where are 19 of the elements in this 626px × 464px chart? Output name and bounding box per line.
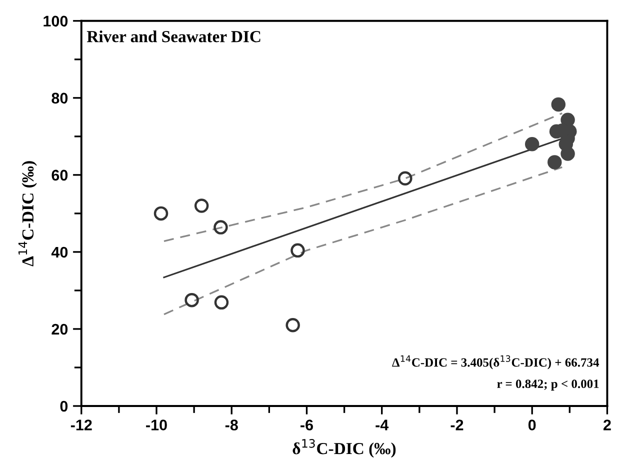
y-tick-label: 80 [52,92,68,104]
x-tick-label: 2 [604,420,611,430]
y-tick-label: 20 [52,324,68,335]
y-tick-label: 100 [44,16,68,27]
y-tick-label: 0 [60,400,68,412]
chart-title: River and Seawater DIC [86,30,260,42]
x-tick-label: -6 [300,420,313,430]
y-tick-label: 40 [51,246,68,258]
annotation: Δ$^{14}$C-DIC = 3.405(δ$^{13}$C-DIC) + 66.734 [392,355,600,370]
y-tick-label: 60 [52,170,68,181]
x-tick-label: -4 [376,420,389,430]
x-tick-label: -2 [450,420,464,430]
y-axis-title: Δ$^{14}$C-DIC (‰) [18,161,37,266]
annotation: r = 0.842; p < 0.001 [497,380,599,391]
x-tick-label: -8 [225,420,238,430]
x-tick-label: -12 [70,420,92,430]
x-axis-title: δ$^{13}$C-DIC (‰) [292,438,396,458]
x-tick-label: -10 [146,420,167,430]
x-tick-label: 0 [528,420,536,430]
